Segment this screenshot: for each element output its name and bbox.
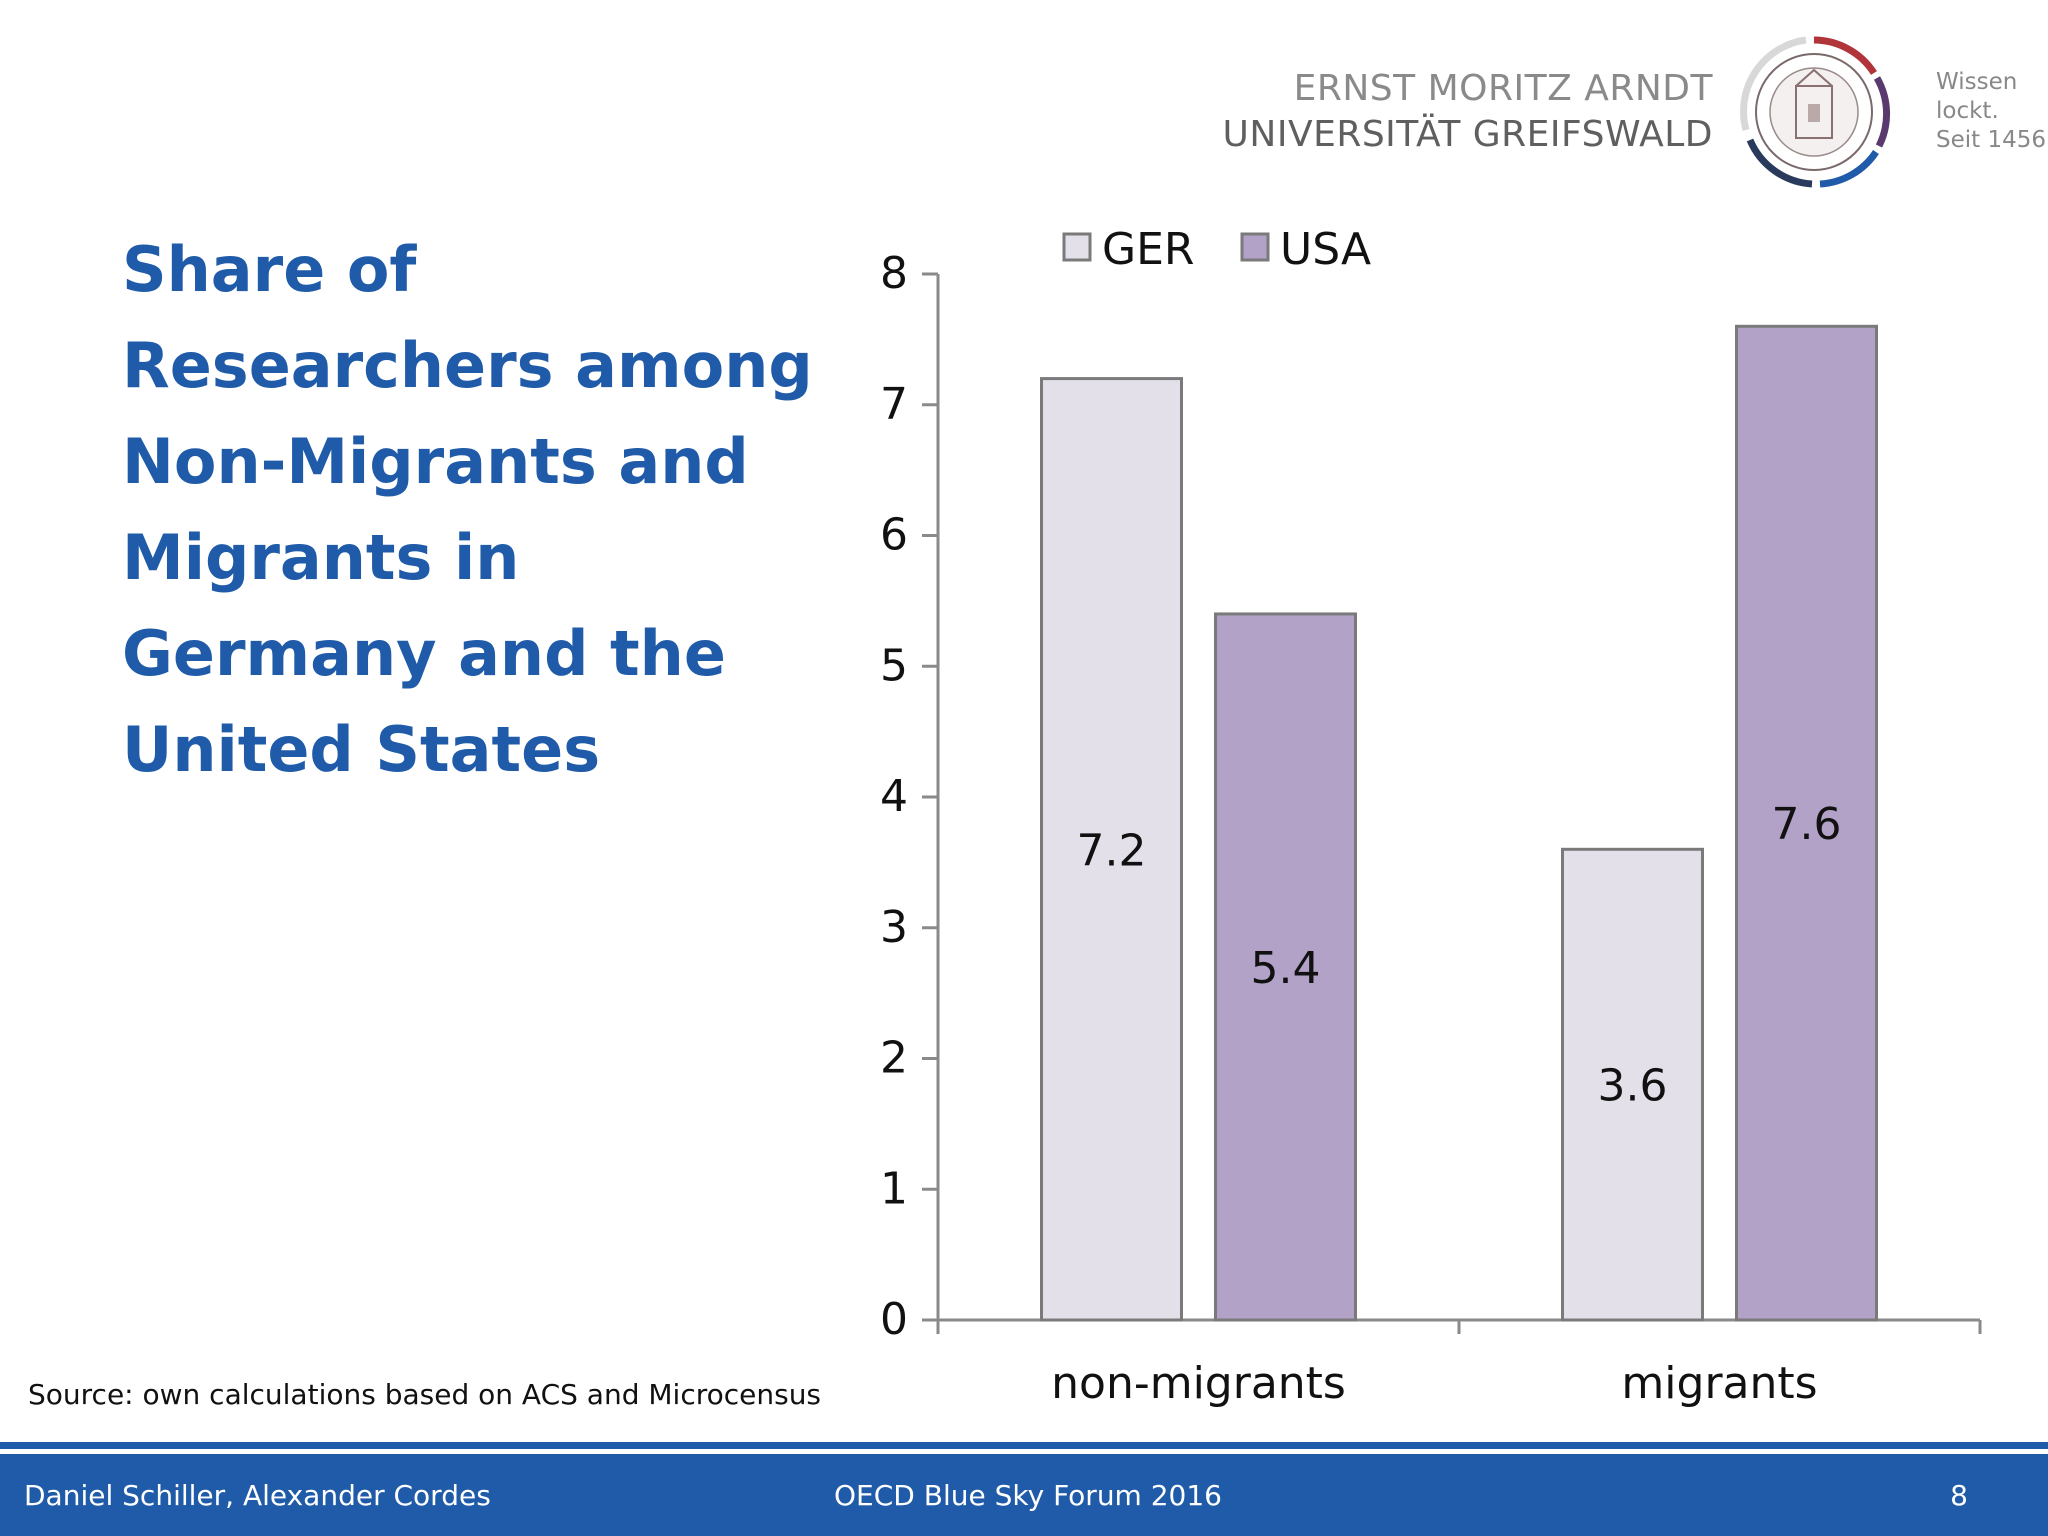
x-category-label: non-migrants bbox=[1051, 1358, 1346, 1409]
bar-usa-non-migrants bbox=[1214, 612, 1357, 1322]
x-category-label: migrants bbox=[1621, 1358, 1817, 1409]
data-label: 3.6 bbox=[1598, 1061, 1668, 1112]
y-tick-label: 2 bbox=[880, 1033, 908, 1084]
footer-authors: Daniel Schiller, Alexander Cordes bbox=[24, 1479, 491, 1512]
footer-bar: Daniel Schiller, Alexander Cordes OECD B… bbox=[0, 1454, 2048, 1536]
y-tick-label: 5 bbox=[880, 640, 908, 691]
bar-usa-migrants bbox=[1735, 324, 1878, 1322]
source-note: Source: own calculations based on ACS an… bbox=[28, 1378, 822, 1411]
legend-swatch-ger bbox=[1062, 232, 1092, 262]
university-seal-logo bbox=[1740, 36, 1891, 188]
motto-line2: lockt. bbox=[1936, 98, 1999, 124]
footer-event: OECD Blue Sky Forum 2016 bbox=[834, 1479, 1222, 1512]
y-tick-label: 7 bbox=[880, 379, 908, 430]
bar-ger-non-migrants bbox=[1040, 377, 1183, 1322]
y-tick-label: 4 bbox=[880, 771, 908, 822]
legend-swatch-usa bbox=[1240, 232, 1270, 262]
y-tick-label: 1 bbox=[880, 1163, 908, 1214]
data-label: 7.6 bbox=[1772, 799, 1842, 850]
motto-line1: Wissen bbox=[1936, 69, 2018, 95]
university-motto: Wissen lockt. Seit 1456 bbox=[1936, 68, 2046, 155]
y-tick-label: 8 bbox=[880, 248, 908, 299]
y-tick-label: 6 bbox=[880, 510, 908, 561]
y-tick-label: 0 bbox=[880, 1294, 908, 1345]
bar-ger-migrants bbox=[1561, 847, 1704, 1322]
page-number: 8 bbox=[1950, 1479, 1968, 1512]
university-name: ERNST MORITZ ARNDT UNIVERSITÄT GREIFSWAL… bbox=[1223, 66, 1713, 158]
y-tick-label: 3 bbox=[880, 902, 908, 953]
legend-label-usa: USA bbox=[1280, 224, 1371, 275]
legend-label-ger: GER bbox=[1102, 224, 1194, 275]
slide-title: Share of Researchers among Non-Migrants … bbox=[122, 233, 813, 786]
university-name-line1: ERNST MORITZ ARNDT bbox=[1293, 68, 1713, 109]
footer-divider bbox=[0, 1442, 2048, 1449]
motto-line3: Seit 1456 bbox=[1936, 127, 2047, 153]
data-label: 7.2 bbox=[1077, 825, 1147, 876]
data-label: 5.4 bbox=[1251, 943, 1321, 994]
university-name-line2: UNIVERSITÄT GREIFSWALD bbox=[1222, 114, 1713, 155]
